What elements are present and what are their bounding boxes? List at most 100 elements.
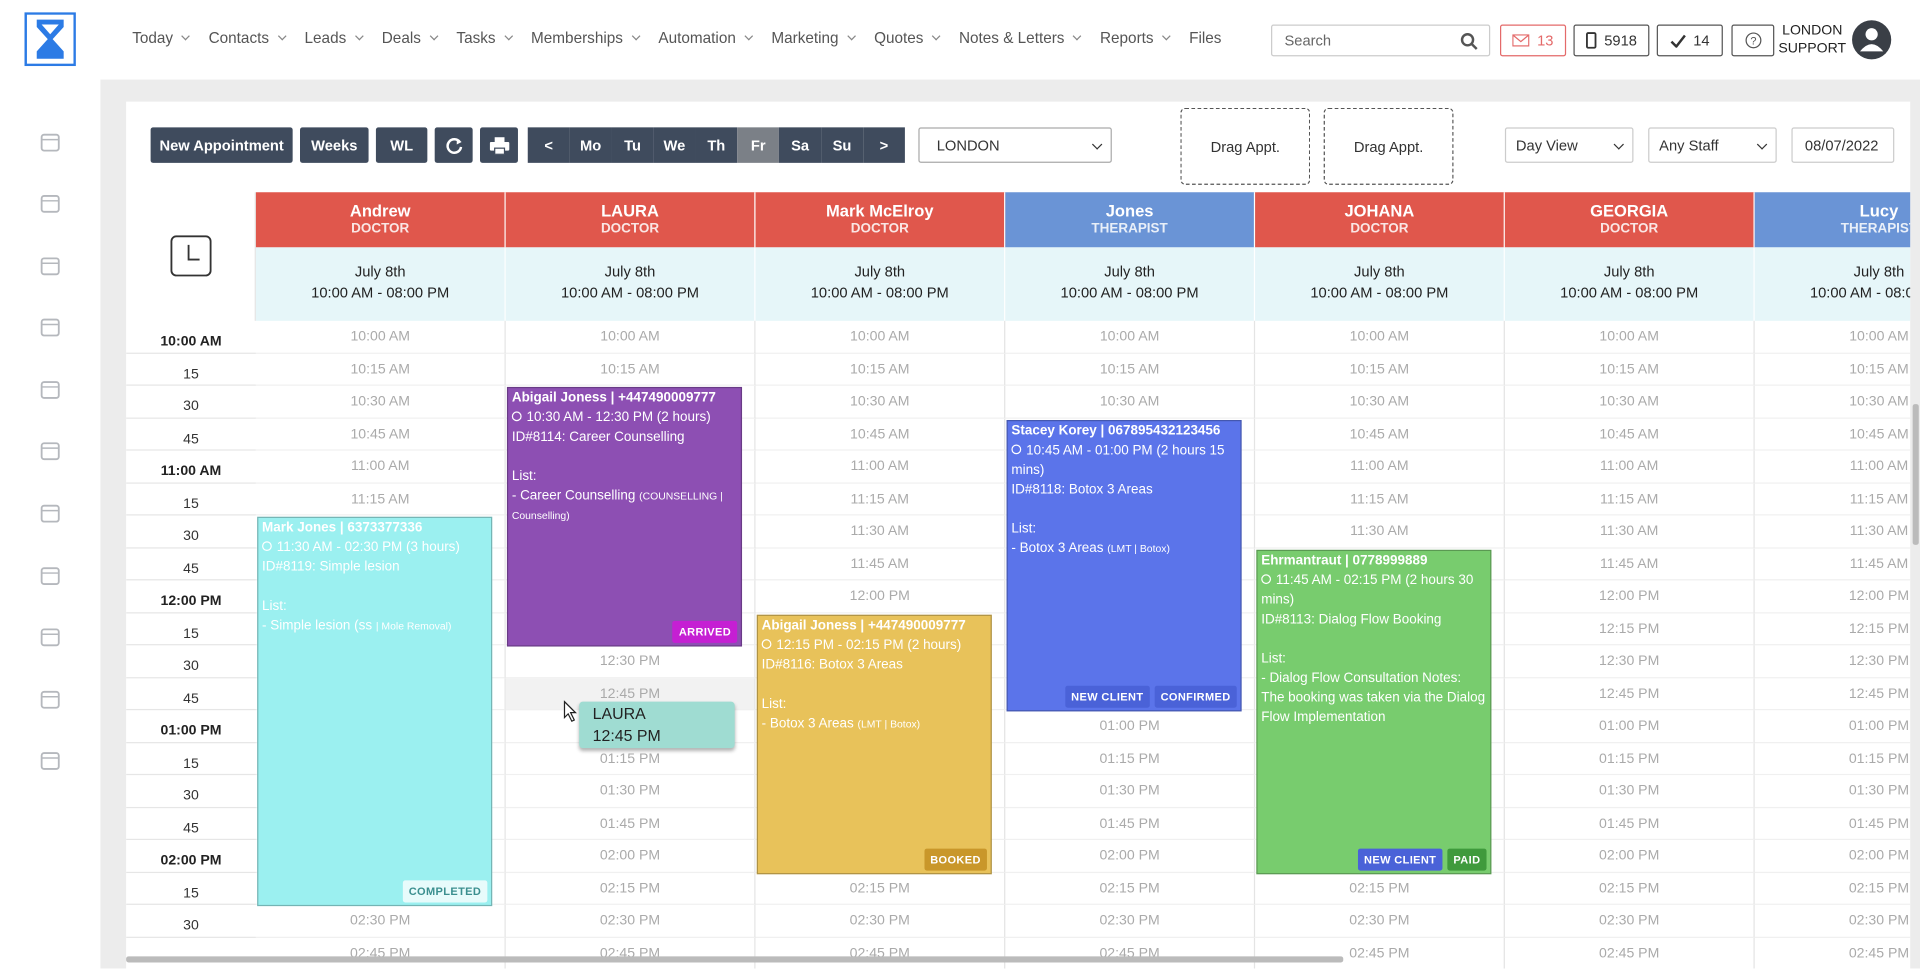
time-slot[interactable]: 01:00 PM (1754, 710, 1911, 743)
time-slot[interactable]: 01:00 PM (1504, 710, 1755, 743)
nav-item[interactable]: Memberships (531, 29, 639, 46)
time-slot[interactable]: 10:15 AM (755, 353, 1006, 386)
search-box[interactable]: Search (1271, 24, 1491, 57)
search-icon[interactable] (1460, 32, 1480, 52)
nav-item[interactable]: Marketing (771, 29, 854, 46)
time-slot[interactable]: 10:15 AM (1005, 353, 1256, 386)
time-slot[interactable]: 11:00 AM (255, 450, 506, 484)
time-slot[interactable]: 11:00 AM (1754, 451, 1911, 484)
time-slot[interactable]: 02:00 PM (1504, 840, 1755, 873)
time-slot[interactable]: 01:15 PM (1754, 743, 1911, 776)
time-slot[interactable]: 11:45 AM (1504, 547, 1755, 581)
time-slot[interactable]: 01:15 PM (505, 742, 756, 776)
time-slot[interactable]: 10:30 AM (755, 385, 1006, 419)
time-slot[interactable]: 10:00 AM (755, 320, 1006, 354)
logo[interactable] (24, 12, 76, 67)
time-slot[interactable]: 02:15 PM (1754, 872, 1911, 905)
nav-item[interactable]: Leads (305, 29, 363, 46)
time-slot[interactable]: 10:15 AM (1504, 353, 1755, 386)
sidebar-icon[interactable] (39, 749, 61, 771)
sidebar-icon[interactable] (39, 378, 61, 400)
sidebar-icon[interactable] (39, 316, 61, 338)
time-slot[interactable]: 01:45 PM (1754, 808, 1911, 841)
sidebar-icon[interactable] (39, 255, 61, 277)
refresh-button[interactable] (434, 127, 473, 163)
view-select[interactable]: Day View (1504, 127, 1634, 163)
time-slot[interactable]: 10:45 AM (1754, 418, 1911, 451)
appointment[interactable]: Mark Jones | 6373377336 11:30 AM - 02:30 … (257, 516, 493, 907)
day-button[interactable]: We (653, 127, 696, 163)
time-slot[interactable]: 02:00 PM (1005, 840, 1256, 873)
time-slot[interactable]: 10:30 AM (1504, 385, 1755, 419)
time-slot[interactable]: 11:00 AM (755, 450, 1006, 484)
day-button[interactable]: < (527, 127, 570, 163)
time-slot[interactable]: 12:30 PM (1504, 645, 1755, 678)
nav-item[interactable]: Files (1189, 29, 1222, 47)
time-slot[interactable]: 01:15 PM (1005, 742, 1256, 776)
time-slot[interactable]: 02:15 PM (1005, 872, 1256, 905)
toolbar-button[interactable]: New Appointment (150, 127, 293, 163)
time-slot[interactable]: 11:15 AM (1754, 483, 1911, 516)
sidebar-icon[interactable] (39, 502, 61, 524)
time-slot[interactable]: 02:30 PM (1005, 904, 1256, 938)
time-slot[interactable]: 11:15 AM (755, 483, 1006, 516)
time-slot[interactable]: 11:15 AM (1504, 483, 1755, 516)
nav-item[interactable]: Contacts (209, 29, 285, 46)
day-button[interactable]: Su (821, 127, 863, 163)
time-slot[interactable]: 01:45 PM (1504, 807, 1755, 841)
time-slot[interactable]: 10:00 AM (1005, 320, 1256, 354)
time-slot[interactable]: 02:30 PM (255, 904, 506, 938)
appointment[interactable]: Stacey Korey | 067895432123456 10:45 AM -… (1006, 419, 1242, 712)
day-button[interactable]: Mo (569, 127, 612, 163)
sidebar-icon[interactable] (39, 440, 61, 462)
time-slot[interactable]: 12:15 PM (1754, 613, 1911, 646)
location-select[interactable]: LONDON (918, 127, 1112, 163)
time-slot[interactable]: 02:45 PM (506, 937, 756, 969)
time-slot[interactable]: 10:00 AM (1504, 320, 1755, 354)
time-slot[interactable]: 01:00 PM (1005, 710, 1256, 743)
messages-button[interactable]: 13 (1500, 24, 1567, 57)
day-button[interactable]: Sa (779, 127, 822, 163)
time-slot[interactable]: 01:30 PM (1005, 775, 1256, 808)
time-slot[interactable]: 12:00 PM (1504, 580, 1755, 613)
avatar[interactable] (1851, 20, 1892, 60)
time-slot[interactable]: 10:15 AM (1255, 353, 1505, 386)
print-button[interactable] (480, 127, 518, 163)
time-slot[interactable]: 12:45 PM (1504, 677, 1755, 711)
time-slot[interactable]: 10:45 AM (755, 418, 1006, 451)
time-slot[interactable]: 10:30 AM (1255, 385, 1505, 419)
toolbar-button[interactable]: Weeks (300, 127, 369, 163)
sidebar-icon[interactable] (39, 131, 61, 153)
time-slot[interactable]: 11:45 AM (755, 547, 1006, 581)
time-slot[interactable]: 11:15 AM (1255, 483, 1505, 516)
time-slot[interactable]: 02:15 PM (1504, 872, 1755, 905)
tasks-button[interactable]: 14 (1656, 24, 1723, 57)
time-slot[interactable]: 10:45 AM (255, 418, 506, 451)
day-button[interactable]: > (862, 127, 905, 163)
sidebar-icon[interactable] (39, 688, 61, 710)
nav-item[interactable]: Reports (1100, 29, 1170, 46)
drag-slot[interactable]: Drag Appt. (1180, 107, 1311, 185)
appointment[interactable]: Abigail Joness | +447490009777 12:15 PM -… (756, 614, 992, 874)
time-slot[interactable]: 01:30 PM (505, 775, 756, 808)
time-slot[interactable]: 10:30 AM (1754, 386, 1911, 419)
time-slot[interactable]: 10:30 AM (1005, 385, 1256, 419)
vertical-scrollbar[interactable] (1912, 404, 1919, 545)
time-slot[interactable]: 02:30 PM (505, 904, 756, 938)
time-slot[interactable]: 12:15 PM (1504, 612, 1755, 646)
time-slot[interactable]: 02:15 PM (1255, 872, 1505, 905)
time-slot[interactable]: 02:45 PM (1505, 937, 1755, 969)
time-slot[interactable]: 02:15 PM (505, 872, 756, 905)
time-slot[interactable]: 01:45 PM (1005, 807, 1256, 841)
time-slot[interactable]: 02:15 PM (755, 872, 1006, 905)
time-slot[interactable]: 10:30 AM (255, 385, 506, 419)
time-slot[interactable]: 02:45 PM (256, 937, 506, 969)
time-slot[interactable]: 01:15 PM (1504, 742, 1755, 776)
sidebar-icon[interactable] (39, 626, 61, 648)
time-slot[interactable]: 02:00 PM (505, 840, 756, 873)
time-slot[interactable]: 11:00 AM (1255, 450, 1505, 484)
time-slot[interactable]: 02:30 PM (755, 904, 1006, 938)
time-slot[interactable]: 10:00 AM (255, 320, 506, 354)
staff-select[interactable]: Any Staff (1648, 127, 1777, 163)
appointment[interactable]: Ehrmantraut | 0778999889 11:45 AM - 02:15… (1256, 549, 1492, 874)
